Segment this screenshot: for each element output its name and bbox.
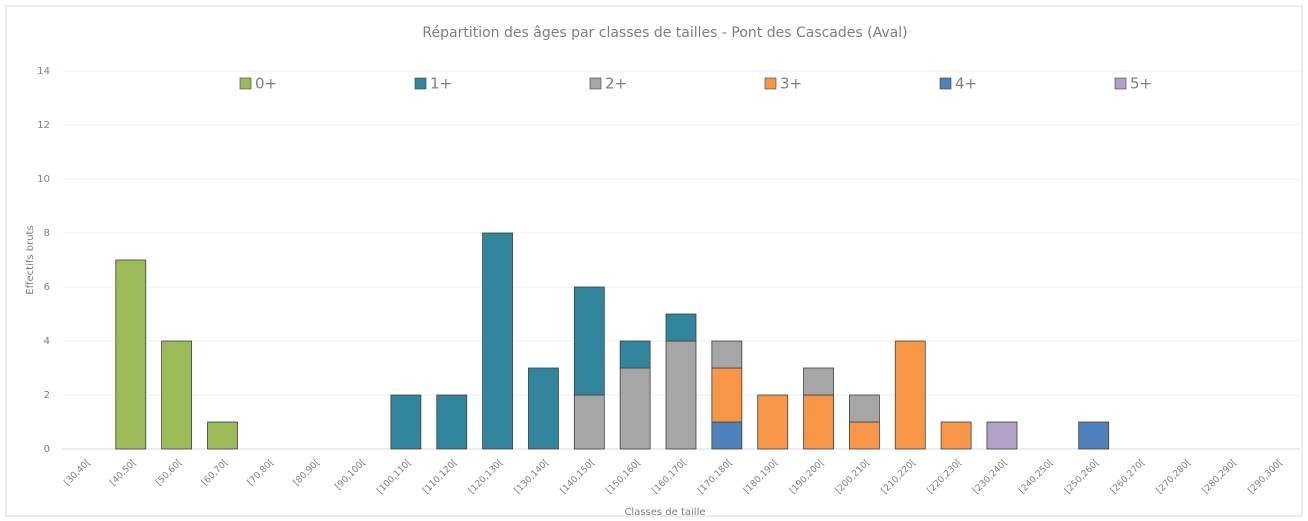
bar-segment	[986, 421, 1018, 450]
y-tick-label: 12	[37, 120, 50, 131]
legend-swatch	[764, 77, 777, 90]
bar-segment	[894, 340, 926, 450]
y-tick-label: 10	[37, 174, 50, 185]
y-tick-label: 0	[44, 444, 50, 455]
bar-segment	[390, 394, 422, 450]
legend-label: 3+	[780, 75, 802, 93]
bar-segment	[619, 367, 651, 450]
bar-segment	[436, 394, 468, 450]
bar-segment	[665, 313, 697, 342]
bar-segment	[528, 367, 559, 450]
y-tick-label: 8	[44, 228, 50, 239]
bar-segment	[940, 421, 972, 450]
bar-segment	[482, 232, 513, 450]
legend-label: 1+	[430, 75, 452, 93]
bar-segment	[757, 394, 789, 450]
bar-segment	[665, 340, 697, 450]
bar-segment	[849, 421, 880, 450]
bar-segment	[711, 340, 743, 369]
y-axis-label: Effectifs bruts	[25, 225, 36, 294]
legend-swatch	[239, 77, 252, 90]
legend-label: 5+	[1130, 75, 1152, 93]
bar-segment	[711, 421, 743, 450]
bar-segment	[803, 367, 834, 396]
legend-swatch	[1114, 77, 1127, 90]
legend-swatch	[939, 77, 952, 90]
x-axis-label: Classes de taille	[624, 507, 705, 518]
chart-title: Répartition des âges par classes de tail…	[422, 25, 907, 41]
y-tick-label: 4	[44, 336, 50, 347]
y-tick-label: 2	[44, 390, 50, 401]
bar-segment	[711, 367, 743, 423]
bar-segment	[619, 340, 651, 369]
y-tick-label: 6	[44, 282, 50, 293]
bar-segment	[849, 394, 880, 423]
legend-swatch	[414, 77, 427, 90]
bar-segment	[573, 286, 605, 396]
y-tick-label: 14	[37, 66, 50, 77]
bar-segment	[573, 394, 605, 450]
legend-label: 0+	[255, 75, 277, 93]
bar-segment	[1078, 421, 1110, 450]
bar-segment	[161, 340, 193, 450]
legend-label: 4+	[955, 75, 977, 93]
bar-segment	[207, 421, 238, 450]
bar-segment	[803, 394, 834, 450]
bar-segment	[115, 259, 147, 450]
legend-swatch	[589, 77, 602, 90]
legend-label: 2+	[605, 75, 627, 93]
